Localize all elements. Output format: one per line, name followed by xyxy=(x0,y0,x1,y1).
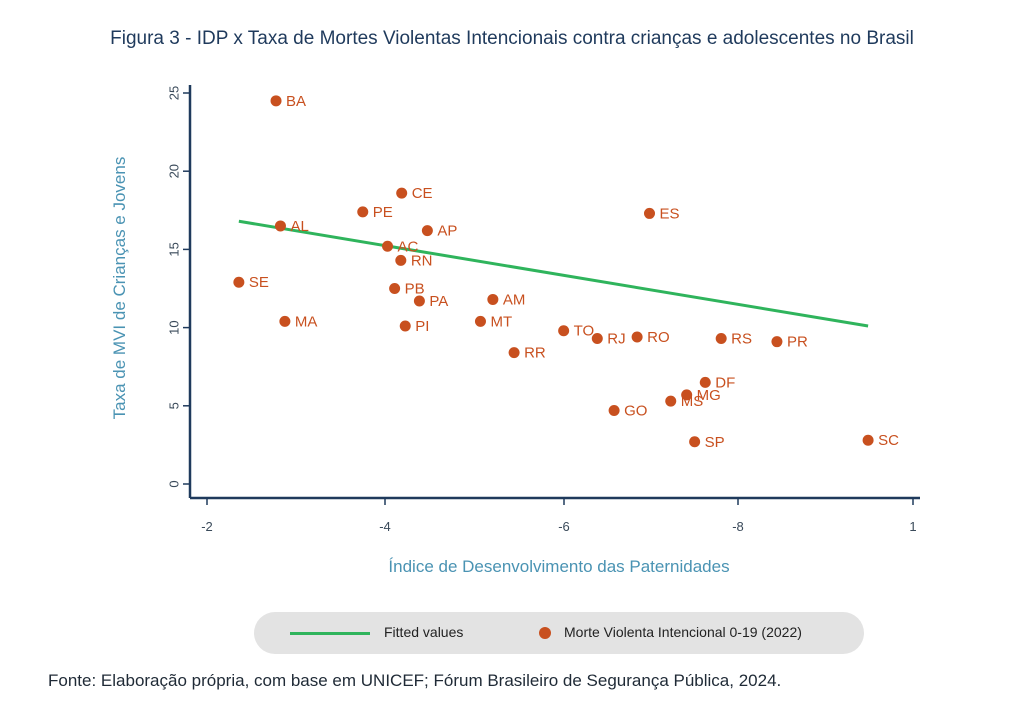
x-tick-label: 1 xyxy=(909,519,916,534)
y-tick-label: 20 xyxy=(166,164,181,178)
point-label-rn: RN xyxy=(411,252,433,269)
data-point-rs xyxy=(715,333,727,345)
point-label-sp: SP xyxy=(705,434,725,451)
point-label-ms: MS xyxy=(681,393,704,410)
y-tick-label: 10 xyxy=(166,320,181,334)
point-label-rs: RS xyxy=(731,331,752,348)
point-label-am: AM xyxy=(503,291,525,308)
data-point-rn xyxy=(395,254,407,266)
data-point-pa xyxy=(413,295,425,307)
point-label-se: SE xyxy=(249,274,269,291)
point-label-ma: MA xyxy=(295,313,318,330)
x-tick-label: -8 xyxy=(732,519,744,534)
data-point-ap xyxy=(421,225,433,237)
y-axis: 0 5 10 15 20 25 xyxy=(166,85,192,498)
data-point-ro xyxy=(631,331,643,343)
point-label-ac: AC xyxy=(398,238,419,255)
data-point-pb xyxy=(389,283,401,294)
chart-title: Figura 3 - IDP x Taxa de Mortes Violenta… xyxy=(110,28,914,49)
data-point-sp xyxy=(689,436,701,448)
point-label-pb: PB xyxy=(405,281,425,298)
point-label-ap: AP xyxy=(437,223,457,240)
data-point-ma xyxy=(279,315,291,327)
point-label-pr: PR xyxy=(787,334,808,351)
data-point-am xyxy=(487,293,499,305)
point-label-mg: MG xyxy=(697,387,721,404)
point-label-es: ES xyxy=(660,205,680,222)
data-point-ac xyxy=(382,240,394,252)
data-point-mt xyxy=(474,315,486,327)
point-label-ba: BA xyxy=(286,93,306,110)
x-tick-label: -6 xyxy=(558,519,570,534)
point-label-to: TO xyxy=(574,323,595,340)
fitted-values-line xyxy=(238,219,869,328)
legend: Fitted values Morte Violenta Intencional… xyxy=(254,612,864,654)
x-axis: -2 -4 -6 -8 1 xyxy=(190,496,920,534)
point-label-rj: RJ xyxy=(607,331,625,348)
data-point-df xyxy=(699,376,711,388)
point-label-mt: MT xyxy=(490,313,512,330)
legend-fitted-line xyxy=(290,632,370,635)
legend-points-label: Morte Violenta Intencional 0-19 (2022) xyxy=(564,624,802,640)
fitted-values-layer xyxy=(238,219,869,328)
y-tick-label: 0 xyxy=(166,480,181,487)
data-point-ce xyxy=(396,187,408,199)
point-label-al: AL xyxy=(290,218,308,235)
data-point-es xyxy=(644,207,655,219)
point-label-sc: SC xyxy=(878,432,899,449)
source-note: Fonte: Elaboração própria, com base em U… xyxy=(48,671,782,690)
data-point-se xyxy=(233,276,245,288)
point-label-rr: RR xyxy=(524,345,546,362)
data-point-mg xyxy=(681,389,693,401)
x-axis-title: Índice de Desenvolvimento das Paternidad… xyxy=(388,557,729,576)
data-point-pe xyxy=(357,206,369,218)
y-axis-title: Taxa de MVI de Crianças e Jovens xyxy=(110,157,129,420)
point-label-ro: RO xyxy=(647,329,670,346)
point-label-df: DF xyxy=(715,374,735,391)
x-tick-label: -4 xyxy=(379,519,391,534)
data-point-go xyxy=(608,404,620,416)
point-label-pa: PA xyxy=(429,293,448,310)
data-point-sc xyxy=(862,434,874,446)
x-tick-label: -2 xyxy=(201,519,213,534)
point-label-pe: PE xyxy=(373,204,393,221)
data-point-ba xyxy=(270,95,282,107)
data-point-al xyxy=(274,220,286,232)
data-point-pi xyxy=(399,320,411,332)
y-tick-label: 15 xyxy=(166,242,181,256)
point-label-ce: CE xyxy=(412,185,433,202)
legend-points-marker xyxy=(539,627,551,639)
data-point-pr xyxy=(771,336,783,348)
y-tick-label: 25 xyxy=(166,86,181,100)
data-point-ms xyxy=(665,395,677,407)
y-tick-label: 5 xyxy=(166,402,181,409)
data-point-rr xyxy=(508,347,520,359)
data-point-rj xyxy=(591,333,603,345)
point-label-pi: PI xyxy=(415,318,429,335)
data-point-to xyxy=(558,325,570,337)
legend-fitted-label: Fitted values xyxy=(384,624,464,640)
point-label-go: GO xyxy=(624,402,647,419)
